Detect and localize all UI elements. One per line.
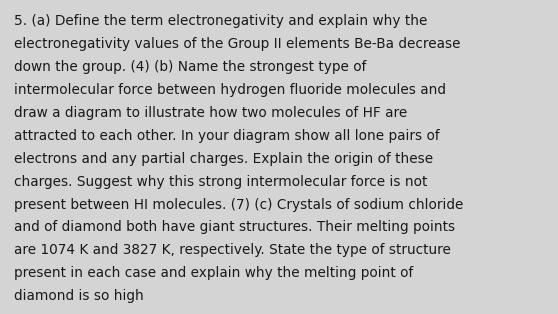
Text: electrons and any partial charges. Explain the origin of these: electrons and any partial charges. Expla… xyxy=(14,152,433,166)
Text: diamond is so high: diamond is so high xyxy=(14,289,144,303)
Text: electronegativity values of the Group II elements Be-Ba decrease: electronegativity values of the Group II… xyxy=(14,37,460,51)
Text: draw a diagram to illustrate how two molecules of HF are: draw a diagram to illustrate how two mol… xyxy=(14,106,407,120)
Text: 5. (a) Define the term electronegativity and explain why the: 5. (a) Define the term electronegativity… xyxy=(14,14,427,28)
Text: are 1074 K and 3827 K, respectively. State the type of structure: are 1074 K and 3827 K, respectively. Sta… xyxy=(14,243,451,257)
Text: present between HI molecules. (7) (c) Crystals of sodium chloride: present between HI molecules. (7) (c) Cr… xyxy=(14,198,463,212)
Text: charges. Suggest why this strong intermolecular force is not: charges. Suggest why this strong intermo… xyxy=(14,175,427,189)
Text: present in each case and explain why the melting point of: present in each case and explain why the… xyxy=(14,266,413,280)
Text: attracted to each other. In your diagram show all lone pairs of: attracted to each other. In your diagram… xyxy=(14,129,440,143)
Text: intermolecular force between hydrogen fluoride molecules and: intermolecular force between hydrogen fl… xyxy=(14,83,446,97)
Text: and of diamond both have giant structures. Their melting points: and of diamond both have giant structure… xyxy=(14,220,455,235)
Text: down the group. (4) (b) Name the strongest type of: down the group. (4) (b) Name the stronge… xyxy=(14,60,366,74)
